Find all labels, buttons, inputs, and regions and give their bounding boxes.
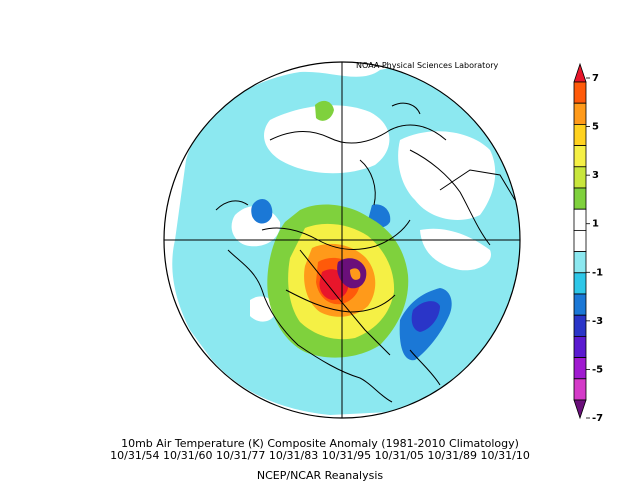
blue-pocket-alaska <box>251 198 273 224</box>
colorbar-segment <box>573 229 587 252</box>
border-usa-canada <box>299 249 391 356</box>
neutral-area-east <box>420 228 491 271</box>
coastline-bering <box>215 200 249 211</box>
colorbar-tick-label: 5 <box>592 122 599 133</box>
border-lines-central <box>285 289 396 313</box>
colorbar-segment <box>573 124 587 147</box>
coastline-asia <box>409 149 491 246</box>
coastline-scandinavia <box>391 102 421 115</box>
colorbar-segment <box>573 102 587 125</box>
green-patch-arctic <box>315 100 334 121</box>
coastline-arctic-siberia <box>269 124 447 144</box>
colorbar-segment <box>573 314 587 337</box>
colorbar-segment <box>573 166 587 189</box>
anomaly-field <box>172 67 520 415</box>
colorbar-tick-label: -1 <box>592 267 603 278</box>
colorbar-tick-label: -7 <box>592 413 603 424</box>
colorbar-segment <box>573 208 587 231</box>
credit-label: NOAA Physical Sciences Laboratory <box>356 61 499 70</box>
coastline-arctic-canada <box>261 219 411 250</box>
colorbar-segment <box>573 293 587 316</box>
hudson-bay-inner <box>350 268 361 280</box>
colorbar-tick-label: 1 <box>592 219 599 230</box>
colorbar-tick-label: 3 <box>592 170 599 181</box>
colorbar-segment <box>573 335 587 358</box>
colorbar-segment <box>573 357 587 380</box>
dark-blue-core-atlantic <box>411 301 440 332</box>
colorbar-tick-label: -5 <box>592 364 603 375</box>
colorbar-segment <box>573 81 587 104</box>
neutral-area-arctic <box>264 105 390 174</box>
colorbar-tick-label: 7 <box>592 73 599 84</box>
border-lines-asia <box>439 169 516 201</box>
colorbar-segment <box>573 251 587 274</box>
coastlines <box>215 102 516 403</box>
colorbar-bottom-arrow <box>573 399 587 420</box>
caption-dates: 10/31/54 10/31/60 10/31/77 10/31/83 10/3… <box>110 449 530 462</box>
map-boundary <box>163 61 521 419</box>
colorbar-segment <box>573 187 587 210</box>
colorbar-segment <box>573 378 587 401</box>
coastline-north-america-west <box>227 249 393 403</box>
neutral-area-pacific <box>250 296 276 322</box>
caption-source: NCEP/NCAR Reanalysis <box>256 469 384 482</box>
caption-title: 10mb Air Temperature (K) Composite Anoma… <box>121 437 519 450</box>
colorbar-tick-label: -3 <box>592 316 603 327</box>
colorbar-segment <box>573 272 587 295</box>
colorbar: 7 5 3 1 -1 -3 -5 -7 <box>573 62 603 424</box>
coastline-caribbean <box>409 349 441 386</box>
coastline-greenland <box>359 159 376 206</box>
colorbar-segment <box>573 145 587 168</box>
colorbar-top-arrow <box>573 62 587 83</box>
